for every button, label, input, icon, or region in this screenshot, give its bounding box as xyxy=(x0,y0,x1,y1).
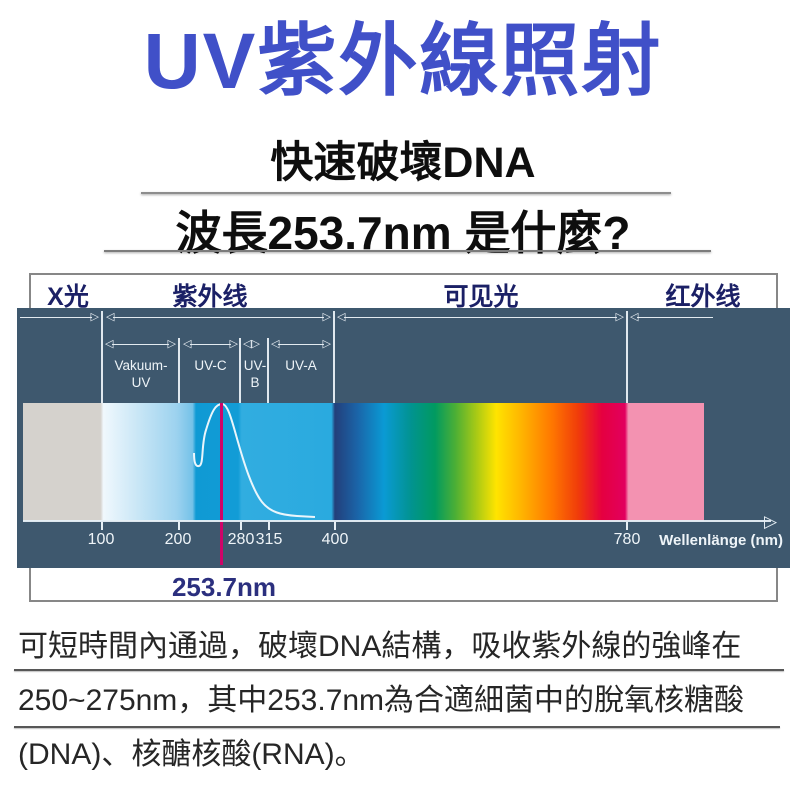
band-label-uva: UV-A xyxy=(269,358,333,375)
divider-bottom xyxy=(104,250,711,252)
arrowhead-left-icon: ◁ xyxy=(271,337,280,350)
tick-100 xyxy=(101,522,103,530)
band-label-text: UV- xyxy=(243,358,267,373)
arrowhead-right-icon: ▷ xyxy=(167,337,176,350)
region-label-xray: X光 xyxy=(47,283,89,311)
band-label-uvc: UV-C xyxy=(182,358,239,375)
axis-arrow-icon: ▷ xyxy=(764,512,778,531)
span-arrow-infrared: ◁ xyxy=(630,310,713,324)
arrowhead-right-icon: ▷ xyxy=(615,310,624,323)
span-arrow-uvc: ◁ ▷ xyxy=(183,337,238,351)
band-label-uvb: UV- B xyxy=(241,358,269,392)
arrowhead-right-icon: ▷ xyxy=(229,337,238,350)
arrowhead-left-icon: ◁ xyxy=(106,310,115,323)
wavelength-axis xyxy=(23,520,771,522)
arrow-line xyxy=(190,343,231,345)
body-rule-2 xyxy=(14,726,780,728)
peak-wavelength-label: 253.7nm xyxy=(171,572,277,602)
spectrum-gradient-bar xyxy=(23,403,704,521)
arrow-line xyxy=(113,316,324,318)
body-text-line-3: (DNA)、核醣核酸(RNA)。 xyxy=(18,738,365,771)
band-label-text: UV xyxy=(131,374,151,390)
tick-780 xyxy=(626,522,628,530)
body-rule-1 xyxy=(14,669,784,671)
divider-top xyxy=(141,192,671,194)
page-title: UV紫外線照射 xyxy=(143,16,663,105)
arrowhead-left-icon: ◁ xyxy=(337,310,346,323)
dna-absorption-curve xyxy=(193,403,315,518)
arrowhead-left-icon: ◁ xyxy=(183,337,192,350)
body-text-line-2: 250~275nm，其中253.7nm為合適細菌中的脫氧核糖酸 xyxy=(18,684,745,717)
arrow-line xyxy=(278,343,324,345)
arrowhead-left-icon: ◁ xyxy=(243,337,252,350)
arrowhead-right-icon: ▷ xyxy=(322,337,331,350)
band-label-vakuum-uv: Vakuum- UV xyxy=(101,358,181,392)
arrow-line xyxy=(344,316,617,318)
peak-253-line xyxy=(220,403,223,565)
tick-label-100: 100 xyxy=(87,531,115,548)
tick-400 xyxy=(334,522,336,530)
arrowhead-right-icon: ▷ xyxy=(251,337,260,350)
span-arrow-uvb: ◁ ▷ xyxy=(243,337,265,351)
arrow-line xyxy=(20,316,92,318)
tick-200 xyxy=(178,522,180,530)
spectrum-panel: ▷ ◁ ▷ ◁ ▷ ◁ ◁ ▷ ◁ ▷ ◁ ▷ xyxy=(17,308,790,568)
region-label-uv: 紫外线 xyxy=(172,283,248,311)
span-arrow-xray: ▷ xyxy=(20,310,99,324)
axis-unit-label: Wellenlänge (nm) xyxy=(659,532,783,549)
subtitle-question: 波長253.7nm 是什麼? xyxy=(175,207,631,259)
tick-label-780: 780 xyxy=(613,531,641,548)
band-label-text: B xyxy=(250,374,260,390)
tick-315 xyxy=(268,522,270,530)
arrowhead-left-icon: ◁ xyxy=(105,337,114,350)
subtitle-fast-dna: 快速破壞DNA xyxy=(270,139,536,187)
span-arrow-visible: ◁ ▷ xyxy=(337,310,624,324)
tick-280 xyxy=(240,522,242,530)
span-arrow-uv: ◁ ▷ xyxy=(106,310,331,324)
arrowhead-right-icon: ▷ xyxy=(322,310,331,323)
span-arrow-uva: ◁ ▷ xyxy=(271,337,331,351)
tick-label-280: 280 xyxy=(227,531,255,548)
arrow-line xyxy=(112,343,169,345)
arrowhead-left-icon: ◁ xyxy=(630,310,639,323)
arrow-line xyxy=(637,316,713,318)
region-label-visible: 可见光 xyxy=(443,283,519,311)
arrowhead-right-icon: ▷ xyxy=(90,310,99,323)
tick-label-400: 400 xyxy=(321,531,349,548)
band-label-text: UV-A xyxy=(285,358,317,373)
span-arrow-vakuum-uv: ◁ ▷ xyxy=(105,337,176,351)
tick-label-315: 315 xyxy=(255,531,283,548)
band-label-text: Vakuum- xyxy=(114,358,168,373)
tick-label-200: 200 xyxy=(164,531,192,548)
region-label-infrared: 红外线 xyxy=(665,283,741,311)
band-label-text: UV-C xyxy=(194,358,227,373)
body-text-line-1: 可短時間內通過，破壞DNA結構，吸收紫外線的強峰在 xyxy=(18,630,742,663)
